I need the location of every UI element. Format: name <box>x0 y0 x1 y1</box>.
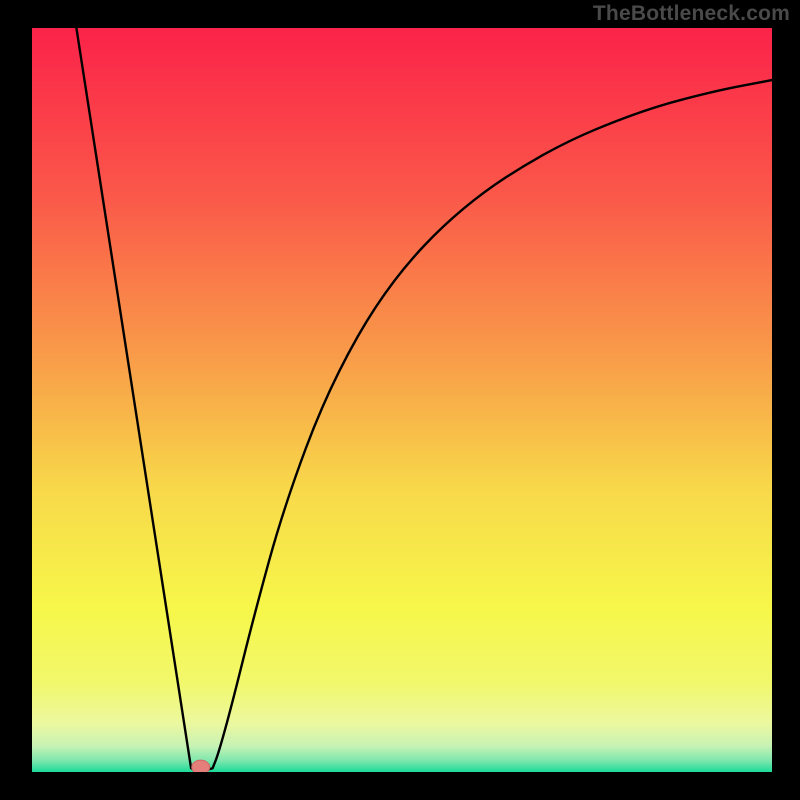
optimal-point-marker <box>192 760 210 772</box>
watermark-text: TheBottleneck.com <box>593 2 790 26</box>
curve-layer <box>32 28 772 772</box>
plot-area <box>32 28 772 772</box>
bottleneck-curve <box>76 28 772 770</box>
chart-stage: { "watermark": { "text": "TheBottleneck.… <box>0 0 800 800</box>
plot-inner <box>32 28 772 772</box>
